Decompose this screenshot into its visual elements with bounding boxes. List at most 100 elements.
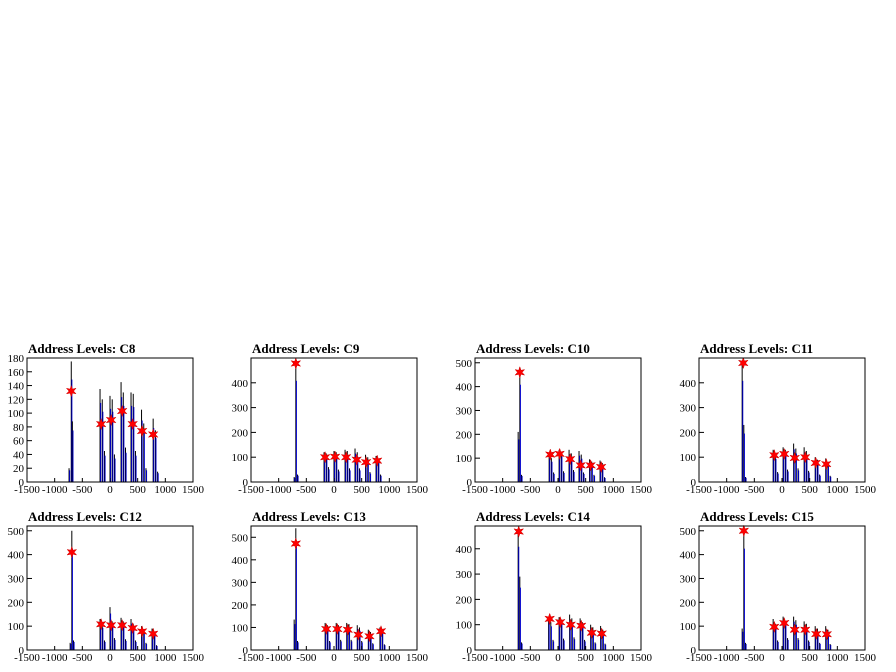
- peak-marker: [116, 404, 128, 418]
- x-tick-label: 1000: [826, 652, 849, 664]
- x-tick-label: 500: [353, 652, 370, 664]
- x-tick-label: -1500: [462, 652, 488, 664]
- peak-marker: [127, 621, 139, 635]
- y-tick-label: 300: [8, 573, 25, 585]
- y-tick-label: 400: [456, 544, 473, 556]
- x-tick-label: 500: [129, 484, 146, 496]
- x-tick-label: 1500: [630, 484, 653, 496]
- x-tick-label: -1500: [686, 652, 712, 664]
- y-tick-label: 400: [680, 550, 697, 562]
- chart-title: Address Levels: C15: [700, 509, 814, 524]
- peak-marker: [596, 627, 608, 640]
- y-tick-label: 400: [8, 550, 25, 562]
- x-tick-label: 1000: [378, 484, 401, 496]
- x-tick-label: 1000: [602, 652, 625, 664]
- chart-title: Address Levels: C14: [476, 509, 590, 524]
- x-tick-label: 1000: [154, 484, 177, 496]
- chart-svg: Address Levels: C15 0 100 200 300 400 500 -1500…: [680, 509, 877, 664]
- chart-panel: Address Levels: C11 0 100 200 300 400 -1500 -10…: [672, 336, 896, 504]
- y-tick-label: 300: [232, 403, 249, 415]
- peak-marker: [778, 447, 790, 461]
- y-tick-label: 200: [456, 429, 473, 441]
- x-tick-label: 500: [577, 652, 594, 664]
- peak-marker: [136, 424, 148, 438]
- peak-marker: [105, 618, 117, 632]
- y-tick-label: 300: [456, 569, 473, 581]
- x-tick-label: 1500: [182, 652, 205, 664]
- x-tick-label: 1000: [378, 652, 401, 664]
- peak-marker: [821, 627, 833, 641]
- peak-marker: [360, 455, 372, 469]
- y-tick-label: 500: [232, 532, 249, 544]
- y-tick-label: 400: [232, 378, 249, 390]
- peak-marker: [514, 365, 526, 379]
- peak-marker: [340, 450, 352, 464]
- x-tick-label: 0: [555, 652, 561, 664]
- x-tick-label: 0: [331, 652, 337, 664]
- x-tick-label: -1000: [42, 652, 68, 664]
- peak-marker: [65, 384, 77, 398]
- chart-panel: Address Levels: C15 0 100 200 300 400 500 -1500…: [672, 504, 896, 672]
- plot-frame: [474, 357, 642, 483]
- peak-marker: [95, 417, 107, 431]
- x-tick-label: 500: [801, 484, 818, 496]
- peak-marker: [789, 451, 801, 465]
- y-tick-label: 500: [8, 526, 25, 538]
- peak-marker: [319, 450, 331, 464]
- y-tick-label: 0: [691, 645, 697, 657]
- y-tick-label: 100: [232, 452, 249, 464]
- y-tick-label: 0: [19, 477, 25, 489]
- y-tick-label: 400: [456, 382, 473, 394]
- plot-frame: [474, 525, 642, 651]
- chart-svg: Address Levels: C10 0 100 200 300 400 500 -1500…: [456, 341, 653, 496]
- peak-marker: [544, 448, 556, 461]
- peak-marker: [136, 625, 148, 638]
- chart-title: Address Levels: C9: [252, 341, 360, 356]
- chart-panel: Address Levels: C14 0 100 200 300 400 -1500 -10…: [448, 504, 672, 672]
- peak-marker: [810, 456, 822, 470]
- y-tick-label: 80: [13, 422, 25, 434]
- peak-marker: [738, 524, 750, 538]
- x-tick-label: -1000: [714, 484, 740, 496]
- chart-svg: Address Levels: C12 0 100 200 300 400 500 -1500…: [8, 509, 205, 664]
- x-tick-label: 500: [577, 484, 594, 496]
- peak-marker: [595, 460, 607, 474]
- y-tick-label: 200: [456, 594, 473, 606]
- peak-marker: [363, 629, 375, 643]
- x-tick-label: -500: [72, 652, 93, 664]
- y-tick-label: 0: [243, 477, 249, 489]
- y-tick-label: 0: [467, 645, 473, 657]
- x-tick-label: -500: [296, 484, 317, 496]
- chart-title: Address Levels: C12: [28, 509, 142, 524]
- peak-marker: [778, 616, 790, 630]
- peak-marker: [554, 615, 566, 629]
- y-tick-label: 0: [691, 477, 697, 489]
- y-tick-label: 100: [456, 620, 473, 632]
- y-tick-label: 20: [13, 463, 25, 475]
- x-tick-label: 0: [555, 484, 561, 496]
- plot-frame: [698, 357, 866, 483]
- y-tick-label: 200: [232, 427, 249, 439]
- y-tick-label: 100: [680, 452, 697, 464]
- y-tick-label: 200: [680, 427, 697, 439]
- peak-marker: [799, 450, 811, 464]
- y-tick-label: 300: [232, 577, 249, 589]
- peak-marker: [290, 357, 302, 370]
- peak-marker: [329, 450, 341, 464]
- y-tick-label: 500: [456, 358, 473, 370]
- chart-panel: Address Levels: C13 0 100 200 300 400 500 -1500…: [224, 504, 448, 672]
- y-tick-label: 160: [8, 367, 25, 379]
- peak-marker: [544, 612, 556, 626]
- peak-marker: [586, 626, 598, 640]
- x-tick-label: 1500: [182, 484, 205, 496]
- peak-marker: [351, 453, 363, 467]
- peak-marker: [554, 447, 566, 461]
- x-tick-label: -500: [520, 652, 541, 664]
- y-tick-label: 100: [680, 621, 697, 633]
- chart-title: Address Levels: C10: [476, 341, 590, 356]
- peak-marker: [789, 623, 801, 637]
- y-tick-label: 200: [232, 600, 249, 612]
- x-tick-label: -1000: [266, 652, 292, 664]
- peak-marker: [737, 356, 749, 370]
